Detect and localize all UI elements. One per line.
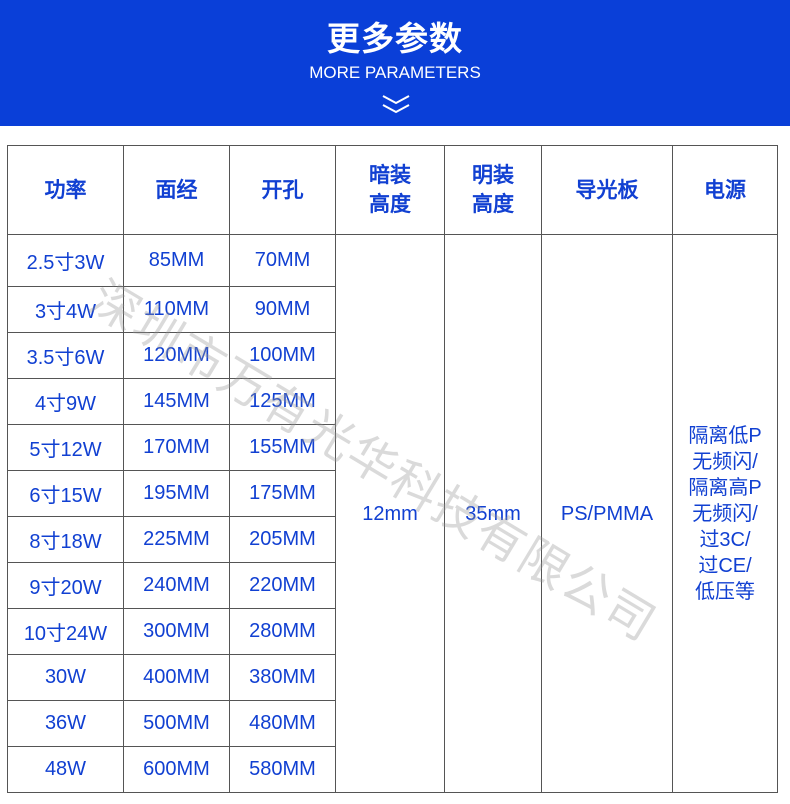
table-cell: 225MM [123,516,230,563]
table-cell: 280MM [229,608,336,655]
table-cell: 125MM [229,378,336,425]
column-header: 暗装 高度 [335,145,445,235]
page-title: 更多参数 [327,19,463,58]
table-cell: 380MM [229,654,336,701]
table-row: 5寸12W 170MM 155MM [7,424,778,471]
table-row: 10寸24W 300MM 280MM [7,608,778,655]
header-banner: 更多参数 MORE PARAMETERS [0,0,790,126]
table-row: 48W 600MM 580MM [7,746,778,793]
table-cell: 70MM [229,234,336,287]
table-cell: 600MM [123,746,230,793]
table-cell: 3寸4W [7,286,124,333]
table-cell: 2.5寸3W [7,234,124,287]
table-row: 9寸20W 240MM 220MM [7,562,778,609]
column-header: 导光板 [541,145,673,235]
table-cell: 300MM [123,608,230,655]
recessed-height-cell: 12mm [335,234,445,793]
table-cell: 500MM [123,700,230,747]
table-row: 3寸4W 110MM 90MM [7,286,778,333]
table-cell: 220MM [229,562,336,609]
table-cell: 480MM [229,700,336,747]
table-row: 2.5寸3W 85MM 70MM 12mm 35mm PS/PMMA 隔离低P 无频闪/ 隔… [7,234,778,793]
table-cell: 580MM [229,746,336,793]
table-cell: 9寸20W [7,562,124,609]
double-chevron-down-icon [382,95,410,114]
table-cell: 195MM [123,470,230,517]
table-cell: 240MM [123,562,230,609]
table-cell: 400MM [123,654,230,701]
table-row: 6寸15W 195MM 175MM [7,470,778,517]
column-header: 面经 [123,145,230,235]
table-cell: 90MM [229,286,336,333]
table-cell: 85MM [123,234,230,287]
table-cell: 36W [7,700,124,747]
table-cell: 48W [7,746,124,793]
column-header: 电源 [672,145,778,235]
table-cell: 170MM [123,424,230,471]
column-header: 功率 [7,145,124,235]
table-cell: 110MM [123,286,230,333]
table-cell: 5寸12W [7,424,124,471]
table-row: 4寸9W 145MM 125MM [7,378,778,425]
surface-height-cell: 35mm [444,234,542,793]
table-cell: 100MM [229,332,336,379]
light-guide-cell: PS/PMMA [541,234,673,793]
table-cell: 155MM [229,424,336,471]
table-row: 36W 500MM 480MM [7,700,778,747]
table-row: 3.5寸6W 120MM 100MM [7,332,778,379]
table-cell: 3.5寸6W [7,332,124,379]
table-cell: 30W [7,654,124,701]
table-row: 30W 400MM 380MM [7,654,778,701]
table-cell: 145MM [123,378,230,425]
table-cell: 8寸18W [7,516,124,563]
parameters-table: 功率 面经 开孔 暗装 高度 明装 高度 导光板 电源 2.5寸3W 85MM 70MM 12mm… [7,145,778,793]
table-cell: 6寸15W [7,470,124,517]
table-cell: 205MM [229,516,336,563]
table-row: 8寸18W 225MM 205MM [7,516,778,563]
table-cell: 175MM [229,470,336,517]
table-cell: 120MM [123,332,230,379]
power-supply-cell: 隔离低P 无频闪/ 隔离高P 无频闪/ 过3C/ 过CE/ 低压等 [672,234,778,793]
column-header: 明装 高度 [444,145,542,235]
table-cell: 10寸24W [7,608,124,655]
table-cell: 4寸9W [7,378,124,425]
page-subtitle: MORE PARAMETERS [309,63,481,82]
column-header: 开孔 [229,145,336,235]
